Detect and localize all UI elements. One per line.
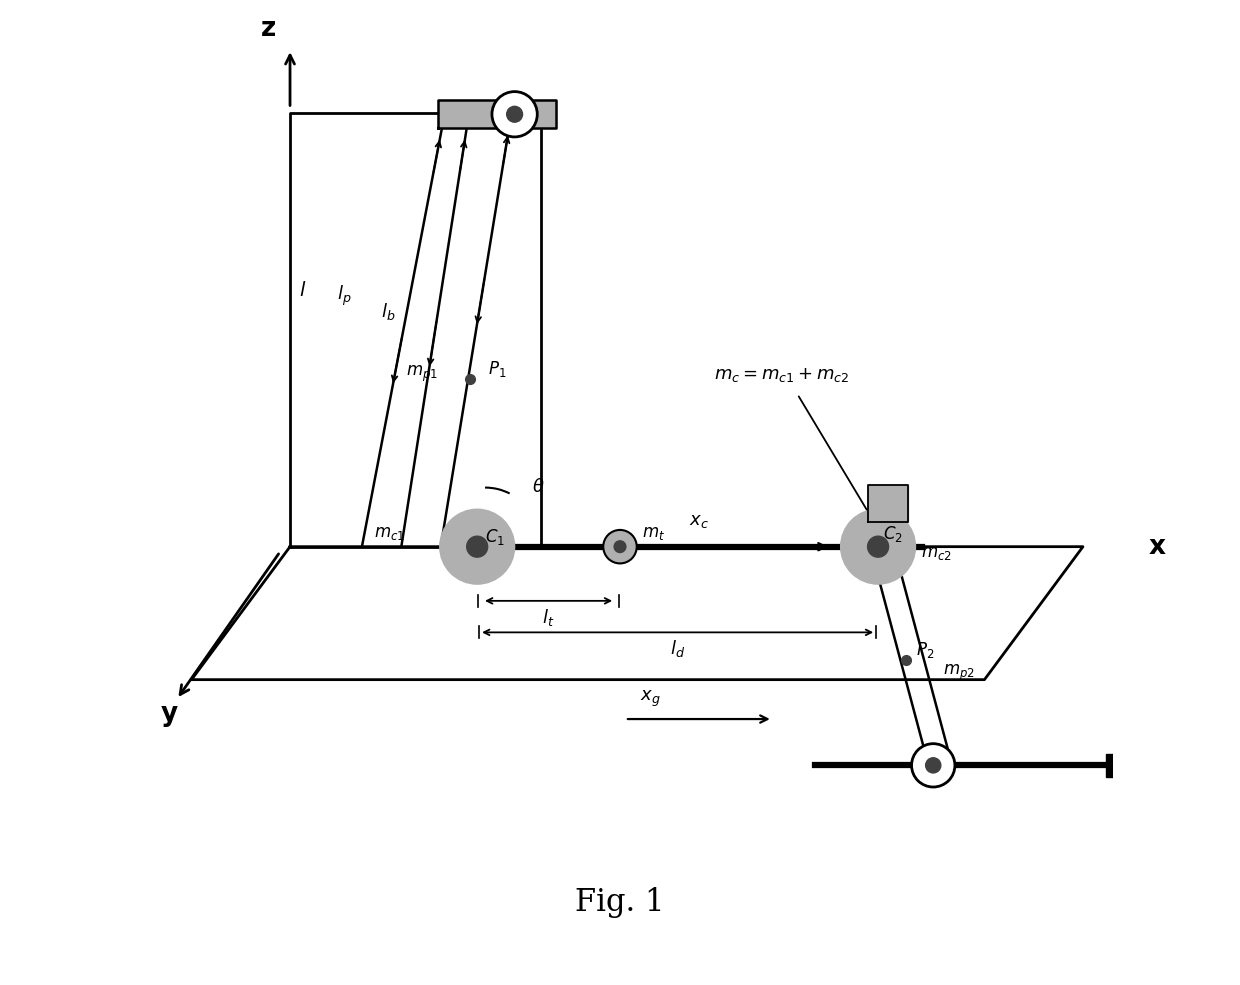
Text: z: z xyxy=(260,17,277,42)
Circle shape xyxy=(466,536,487,558)
Text: $\theta$: $\theta$ xyxy=(532,479,546,496)
Polygon shape xyxy=(868,485,908,522)
Circle shape xyxy=(868,536,889,558)
Text: Fig. 1: Fig. 1 xyxy=(575,887,665,918)
Text: y: y xyxy=(160,701,177,727)
Text: $l_t$: $l_t$ xyxy=(542,607,554,627)
Text: $m_{c1}$: $m_{c1}$ xyxy=(373,524,404,542)
Text: $C_1$: $C_1$ xyxy=(485,527,505,547)
Text: x: x xyxy=(1148,534,1166,559)
Circle shape xyxy=(440,509,515,584)
Text: $C_2$: $C_2$ xyxy=(883,524,903,544)
Circle shape xyxy=(925,757,941,773)
Text: $P_2$: $P_2$ xyxy=(915,640,934,660)
Text: $l_b$: $l_b$ xyxy=(382,301,396,322)
Text: $P_1$: $P_1$ xyxy=(489,360,506,379)
Text: $m_t$: $m_t$ xyxy=(641,524,665,542)
Text: $l_d$: $l_d$ xyxy=(670,638,686,659)
Polygon shape xyxy=(1106,754,1116,777)
Text: $x_c$: $x_c$ xyxy=(689,512,709,530)
Circle shape xyxy=(507,106,522,122)
Text: $m_c=m_{c1}+m_{c2}$: $m_c=m_{c1}+m_{c2}$ xyxy=(713,366,849,384)
Circle shape xyxy=(911,744,955,787)
Text: $m_{p2}$: $m_{p2}$ xyxy=(944,663,975,683)
Circle shape xyxy=(603,530,637,563)
Circle shape xyxy=(492,92,537,137)
Text: $x_g$: $x_g$ xyxy=(640,690,661,709)
Circle shape xyxy=(614,541,626,553)
Polygon shape xyxy=(438,100,556,128)
Text: $m_{p1}$: $m_{p1}$ xyxy=(407,364,438,384)
Text: $l_p$: $l_p$ xyxy=(337,285,351,308)
Circle shape xyxy=(841,509,915,584)
Text: $l$: $l$ xyxy=(299,281,306,299)
Text: $m_{c2}$: $m_{c2}$ xyxy=(921,544,952,561)
